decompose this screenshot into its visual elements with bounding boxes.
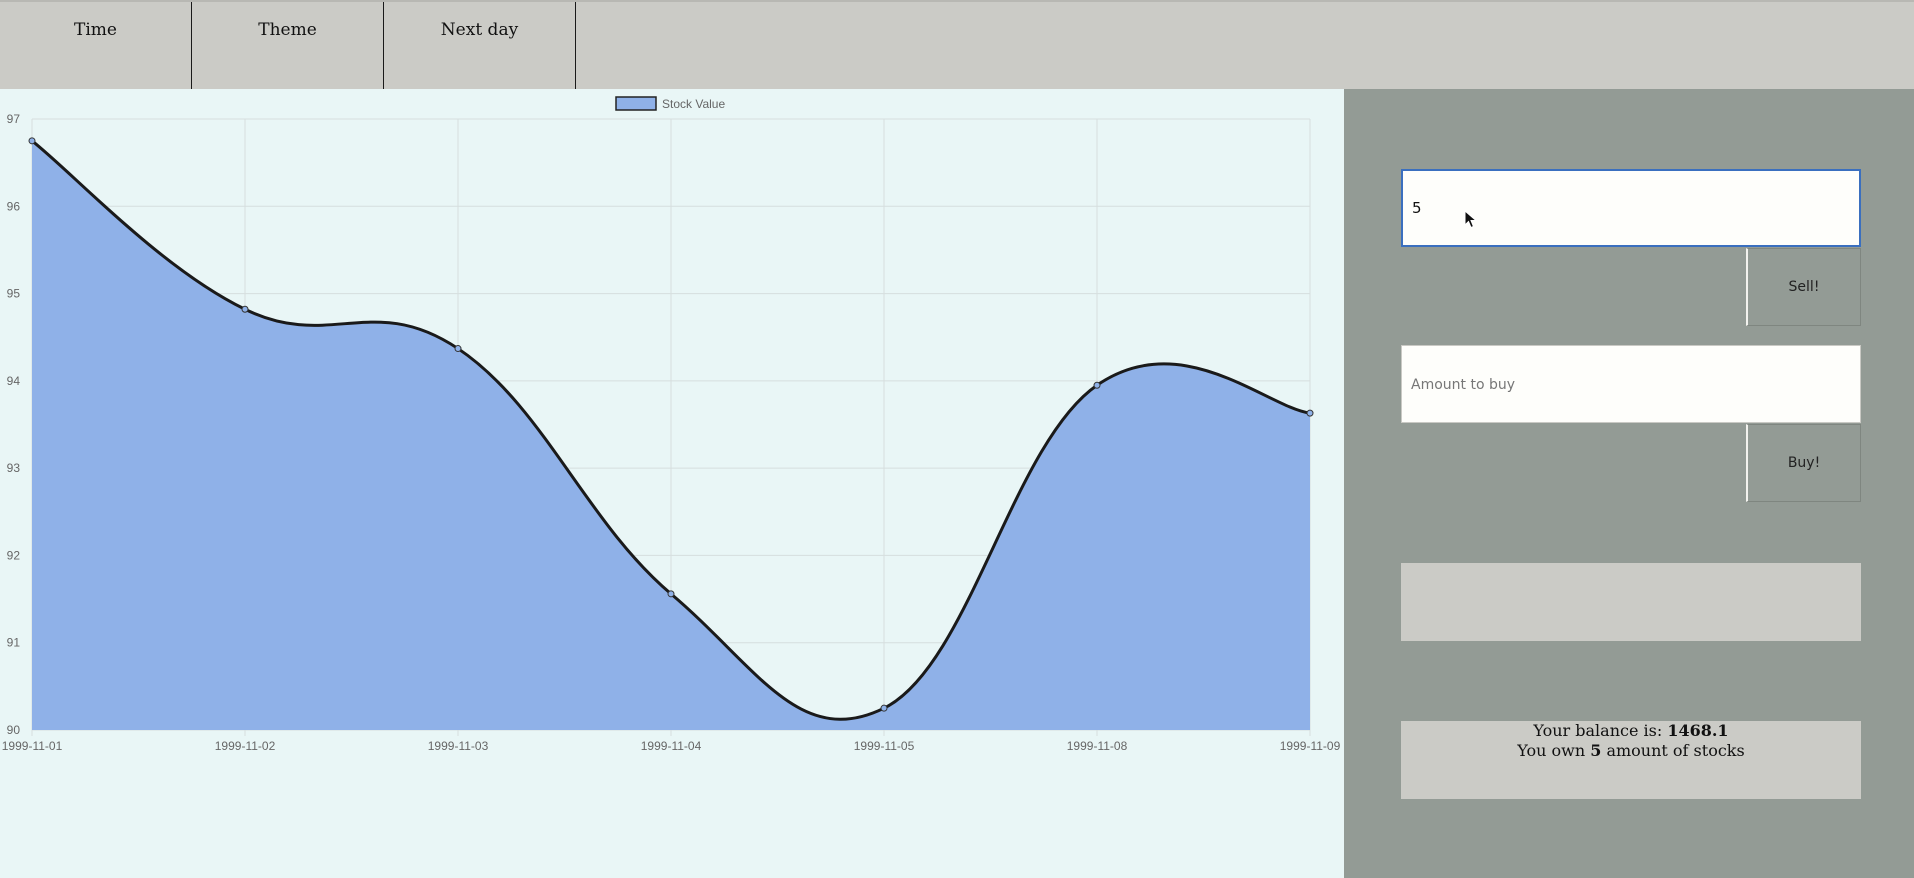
data-point <box>1093 381 1101 389</box>
owned-suffix: amount of stocks <box>1601 741 1745 760</box>
legend-label: Stock Value <box>662 97 725 111</box>
trade-panel: Sell! Buy! Your balance is: 1468.1 You o… <box>1344 89 1914 878</box>
owned-label: You own <box>1517 741 1591 760</box>
data-point <box>241 305 249 313</box>
nav-next-day-button[interactable]: Next day <box>384 2 576 89</box>
owned-line: You own 5 amount of stocks <box>1401 741 1861 761</box>
mouse-cursor-icon <box>1464 210 1478 229</box>
sell-amount-input[interactable] <box>1401 169 1861 247</box>
stock-chart: 90 91 92 93 94 95 96 97 1999-11-01 1999-11-02 1999… <box>0 89 1344 878</box>
data-point <box>1306 409 1314 417</box>
data-point <box>880 704 888 712</box>
y-tick-label: 94 <box>7 374 21 388</box>
sell-button[interactable]: Sell! <box>1746 248 1861 326</box>
data-point <box>667 590 675 598</box>
balance-value: 1468.1 <box>1667 721 1729 740</box>
x-tick-label: 1999-11-01 <box>2 739 63 753</box>
balance-line: Your balance is: 1468.1 <box>1401 721 1861 741</box>
status-box: Your balance is: 1468.1 You own 5 amount… <box>1401 721 1861 799</box>
owned-value: 5 <box>1590 741 1602 760</box>
y-tick-label: 97 <box>7 112 21 126</box>
data-point <box>28 137 36 145</box>
y-tick-label: 95 <box>7 287 21 301</box>
buy-amount-input[interactable] <box>1401 345 1861 423</box>
x-tick-label: 1999-11-05 <box>854 739 915 753</box>
top-nav: Time Theme Next day <box>0 0 1914 89</box>
y-tick-label: 90 <box>7 723 21 737</box>
x-tick-label: 1999-11-04 <box>641 739 702 753</box>
x-tick-label: 1999-11-08 <box>1067 739 1128 753</box>
x-tick-label: 1999-11-02 <box>215 739 276 753</box>
data-point <box>454 345 462 353</box>
y-tick-label: 96 <box>7 199 21 213</box>
buy-button[interactable]: Buy! <box>1746 424 1861 502</box>
balance-label: Your balance is: <box>1533 721 1668 740</box>
message-box <box>1401 563 1861 641</box>
legend-swatch <box>615 96 657 111</box>
nav-theme-button[interactable]: Theme <box>192 2 384 89</box>
y-tick-label: 92 <box>7 548 21 562</box>
series-area-fill <box>32 140 1310 731</box>
x-tick-label: 1999-11-09 <box>1280 739 1341 753</box>
x-tick-label: 1999-11-03 <box>428 739 489 753</box>
chart-svg: 90 91 92 93 94 95 96 97 1999-11-01 1999-11-02 1999… <box>2 96 1341 753</box>
y-tick-label: 91 <box>7 636 21 650</box>
y-tick-label: 93 <box>7 461 21 475</box>
nav-time-button[interactable]: Time <box>0 2 192 89</box>
